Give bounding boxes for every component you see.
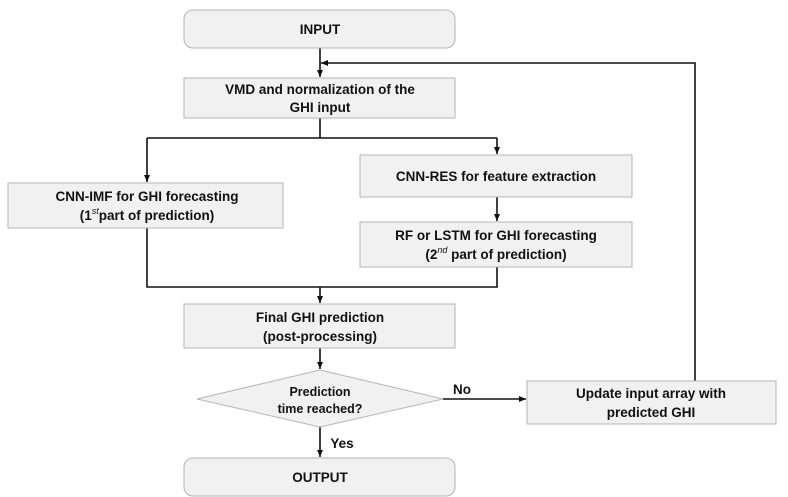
superscript: st [92, 206, 100, 216]
connectors [144, 48, 696, 457]
process-node [183, 77, 456, 119]
end-node [183, 457, 456, 497]
superscript: nd [437, 245, 448, 255]
node-label: (post-processing) [263, 329, 377, 344]
process-node [183, 303, 456, 349]
node-label: INPUT [300, 22, 341, 37]
node-label: VMD and normalization of the [225, 82, 415, 97]
node-label: time reached? [278, 402, 363, 416]
edge-label: Yes [330, 436, 353, 451]
node-label: predicted GHI [607, 405, 696, 420]
node-label: CNN-IMF for GHI forecasting [55, 189, 238, 204]
node-label: RF or LSTM for GHI forecasting [395, 228, 597, 243]
process-node [526, 380, 777, 425]
node-label: Update input array with [576, 386, 726, 401]
edge-label: No [453, 382, 471, 397]
node-label: (2nd part of prediction) [425, 245, 566, 262]
process-node [359, 154, 633, 198]
process-node [359, 221, 633, 268]
node-label: (1stpart of prediction) [80, 206, 215, 223]
start-node [183, 9, 456, 49]
label-part: part of prediction) [447, 247, 566, 262]
node-label: Prediction [289, 385, 350, 399]
node-label: OUTPUT [292, 470, 348, 485]
decision-node [196, 369, 444, 428]
label-part: (1 [80, 208, 92, 223]
feedback-arrow [321, 60, 696, 381]
line [146, 228, 498, 288]
node-label: GHI input [290, 100, 351, 115]
node-label: CNN-RES for feature extraction [396, 169, 596, 184]
process-node [7, 182, 284, 229]
label-part: (2 [425, 247, 437, 262]
label-part: part of prediction) [99, 208, 215, 223]
node-label: Final GHI prediction [256, 310, 384, 325]
